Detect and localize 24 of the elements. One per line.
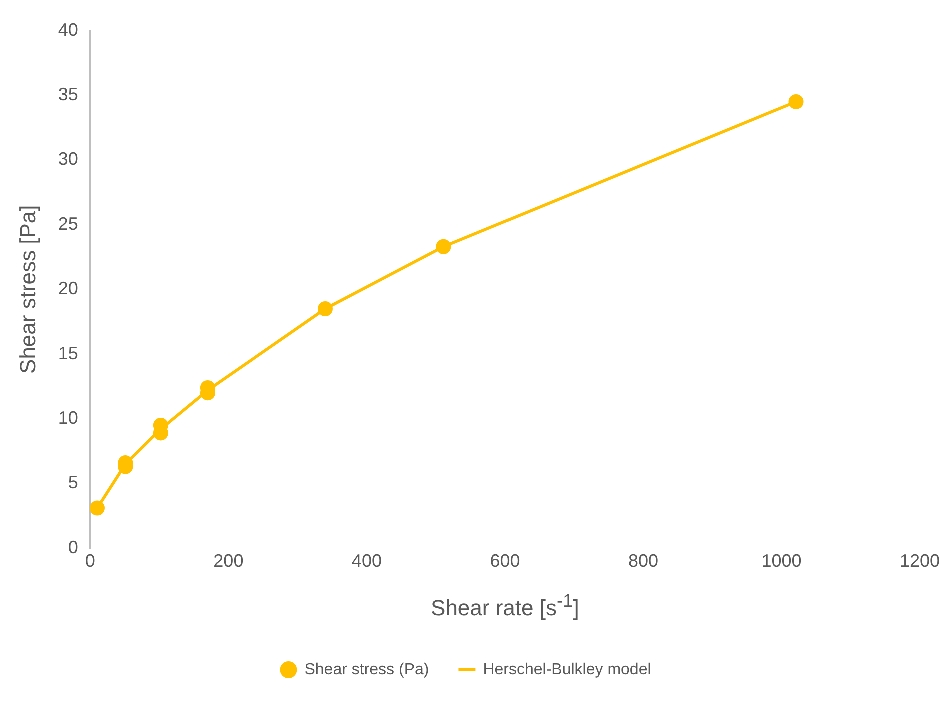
x-tick-label: 800 <box>628 551 658 572</box>
y-axis-title: Shear stress [Pa] <box>15 205 40 374</box>
y-tick-label: 35 <box>58 84 78 104</box>
y-tick-label: 5 <box>68 472 78 493</box>
point <box>788 94 804 110</box>
y-tick-label: 20 <box>58 278 78 299</box>
x-tick-label: 0 <box>85 551 96 572</box>
y-tick-label: 15 <box>58 343 78 364</box>
x-axis-title: Shear rate [s$^{-1}$] <box>431 590 580 622</box>
point <box>436 239 452 254</box>
y-tick-label: 25 <box>58 214 78 234</box>
point <box>318 302 333 317</box>
legend-label: Herschel-Bulkley model <box>483 661 652 678</box>
x-tick-label: 600 <box>490 551 520 572</box>
y-tick-label: 40 <box>58 20 78 40</box>
x-tick-label: 1000 <box>762 551 802 572</box>
y-tick-label: 0 <box>68 537 78 558</box>
x-tick-label: 1200 <box>900 551 940 572</box>
x-tick-label: 200 <box>214 551 244 572</box>
legend-label: Shear stress (Pa) <box>304 661 430 678</box>
y-tick-label: 30 <box>58 149 78 170</box>
x-tick-label: 400 <box>352 551 382 572</box>
point <box>90 500 105 516</box>
y-tick-label: 10 <box>58 408 78 428</box>
